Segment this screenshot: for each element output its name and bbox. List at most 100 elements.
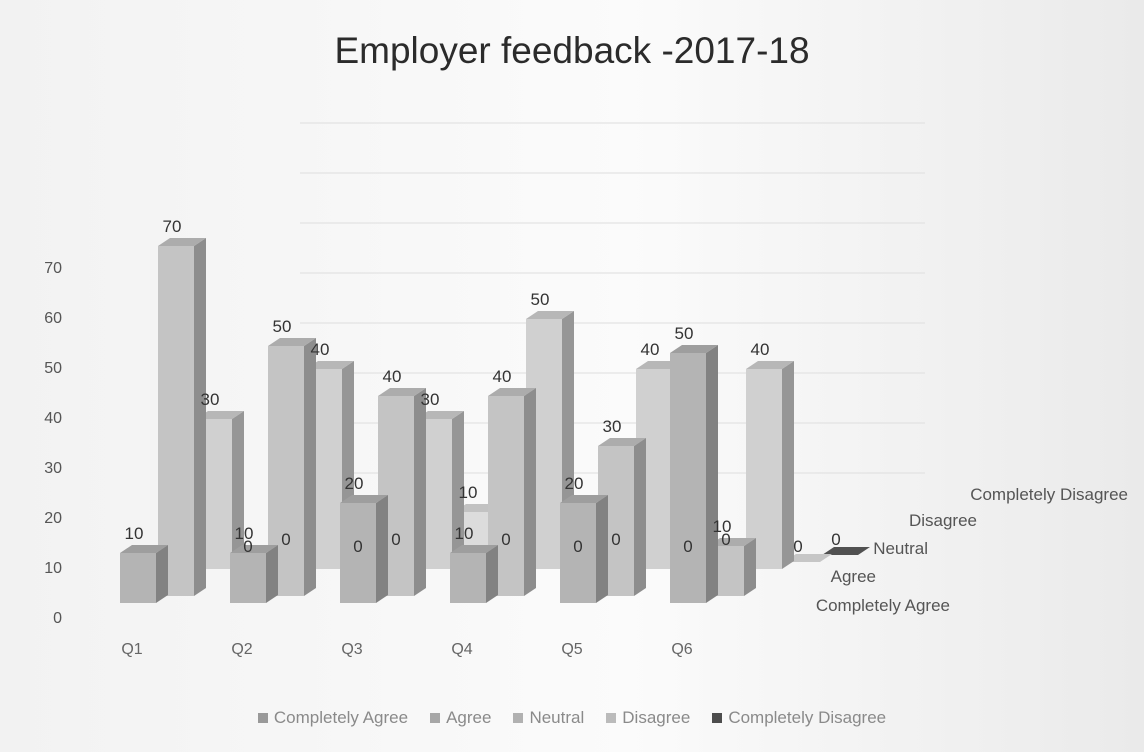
- bar: [230, 545, 278, 603]
- data-label: 0: [281, 530, 290, 549]
- series-axis-label: Completely Disagree: [970, 485, 1128, 504]
- data-label: 0: [573, 537, 582, 556]
- legend-swatch: [513, 713, 524, 723]
- bar-top: [416, 411, 464, 419]
- legend-label: Disagree: [622, 708, 691, 727]
- data-label: 20: [345, 474, 364, 493]
- legend-item: Completely Agree: [257, 708, 408, 728]
- bar-top: [560, 495, 608, 503]
- bar: [746, 361, 794, 569]
- bar-slab: [784, 554, 832, 562]
- legend-item: Neutral: [513, 708, 584, 728]
- bar-front: [158, 246, 194, 596]
- bar-top: [196, 411, 244, 419]
- data-label: 0: [721, 530, 730, 549]
- bar-top: [120, 545, 168, 553]
- chart-title: Employer feedback -2017-18: [334, 30, 810, 71]
- legend-swatch: [257, 713, 268, 723]
- legend-swatch: [712, 713, 723, 723]
- y-tick-label: 60: [44, 310, 62, 327]
- bar: [488, 388, 536, 596]
- legend-label: Agree: [446, 708, 492, 727]
- bar-side: [486, 545, 498, 603]
- bar-side: [414, 388, 426, 596]
- data-label: 0: [793, 537, 802, 556]
- category-label: Q5: [561, 641, 582, 658]
- bar-front: [670, 353, 706, 603]
- data-label: 20: [565, 474, 584, 493]
- data-label: 10: [459, 483, 478, 502]
- bar-top: [450, 545, 498, 553]
- bar: [450, 545, 498, 603]
- legend: Completely Agree Agree Neutral Disagree Comp…: [0, 708, 1144, 728]
- series-axis-label: Agree: [831, 567, 876, 586]
- category-label: Q6: [671, 641, 692, 658]
- data-label: 50: [675, 324, 694, 343]
- y-tick-label: 0: [53, 610, 62, 627]
- x-axis: Q1 Q2 Q3 Q4 Q5 Q6: [121, 641, 692, 658]
- bar-top: [526, 311, 574, 319]
- legend-swatch: [606, 713, 617, 723]
- bar-front: [560, 503, 596, 603]
- legend-label: Neutral: [529, 708, 585, 727]
- y-tick-label: 40: [44, 410, 62, 427]
- bar-front: [450, 553, 486, 603]
- bar-side: [706, 345, 718, 603]
- data-label: 50: [531, 290, 550, 309]
- bar: [158, 238, 206, 596]
- data-label: 0: [683, 537, 692, 556]
- series-axis: Completely Agree Agree Neutral Disagree Comp…: [816, 485, 1128, 615]
- bar-front: [120, 553, 156, 603]
- data-label: 0: [391, 530, 400, 549]
- bar-side: [634, 438, 646, 596]
- bar-front: [230, 553, 266, 603]
- series-axis-label: Disagree: [909, 511, 977, 530]
- bar-top: [268, 338, 316, 346]
- bar-front: [746, 369, 782, 569]
- data-label: 70: [163, 217, 182, 236]
- y-tick-label: 10: [44, 560, 62, 577]
- y-tick-label: 70: [44, 260, 62, 277]
- y-tick-label: 30: [44, 460, 62, 477]
- bar-side: [376, 495, 388, 603]
- data-label: 30: [421, 390, 440, 409]
- data-label: 40: [383, 367, 402, 386]
- data-label: 40: [641, 340, 660, 359]
- bar-top: [230, 545, 278, 553]
- data-label: 10: [235, 524, 254, 543]
- data-label: 0: [243, 537, 252, 556]
- data-label: 0: [353, 537, 362, 556]
- category-label: Q3: [341, 641, 362, 658]
- data-label: 10: [713, 517, 732, 536]
- series-axis-label: Neutral: [873, 539, 928, 558]
- legend-item: Disagree: [606, 708, 690, 728]
- data-label: 50: [273, 317, 292, 336]
- bar-top: [598, 438, 646, 446]
- data-label: 40: [311, 340, 330, 359]
- data-label: 30: [603, 417, 622, 436]
- bar: [560, 495, 608, 603]
- bar-top: [340, 495, 388, 503]
- gridlines: [300, 122, 925, 474]
- bar: [670, 345, 718, 603]
- bar-side: [304, 338, 316, 596]
- category-label: Q1: [121, 641, 142, 658]
- bar-top: [158, 238, 206, 246]
- category-label: Q2: [231, 641, 252, 658]
- legend-label: Completely Disagree: [728, 708, 887, 727]
- data-label: 10: [125, 524, 144, 543]
- bar-top: [746, 361, 794, 369]
- y-axis: 0 10 20 30 40 50 60 70: [44, 260, 62, 627]
- bar-side: [232, 411, 244, 569]
- bar-top: [306, 361, 354, 369]
- data-label: 0: [831, 530, 840, 549]
- data-label: 40: [493, 367, 512, 386]
- series-axis-label: Completely Agree: [816, 596, 950, 615]
- data-label: 30: [201, 390, 220, 409]
- bar-front: [340, 503, 376, 603]
- category-label: Q4: [451, 641, 472, 658]
- data-label: 40: [751, 340, 770, 359]
- data-label: 10: [455, 524, 474, 543]
